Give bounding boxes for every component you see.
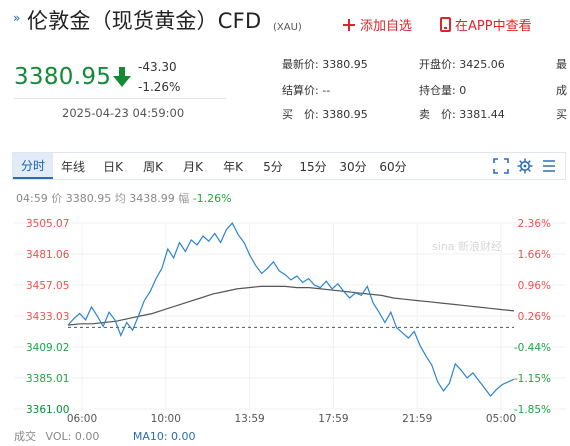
- tab-year-line[interactable]: 年线: [60, 159, 85, 174]
- y-tick-left: 3385.01: [26, 373, 69, 385]
- tab-monthly-k[interactable]: 月K: [183, 159, 203, 174]
- x-tick-label: 21:59: [402, 413, 432, 425]
- latest-price-field: 最新价: 3380.95: [282, 56, 368, 72]
- price-change-percent: -1.26%: [138, 80, 181, 94]
- plus-icon: [342, 18, 356, 32]
- add-watchlist-label: 添加自选: [360, 19, 413, 34]
- settings-icon[interactable]: [517, 158, 533, 174]
- open-interest-label: 持仓量:: [419, 84, 456, 97]
- sell-price-value: 3381.44: [459, 108, 505, 121]
- info-avg: 3438.99: [129, 192, 175, 205]
- x-tick-label: 13:59: [234, 413, 264, 425]
- latest-price-value: 3380.95: [322, 58, 368, 71]
- x-tick-label: 06:00: [67, 413, 97, 425]
- buy-price-value: 3380.95: [322, 108, 368, 121]
- y-tick-left: 3409.02: [26, 342, 69, 354]
- open-price-field: 开盘价: 3425.06: [419, 56, 505, 72]
- y-tick-right: 0.96%: [518, 280, 551, 292]
- fullscreen-icon[interactable]: [493, 158, 509, 174]
- cut-field-3: 买: [556, 108, 567, 121]
- current-price: 3380.95: [14, 64, 112, 90]
- y-tick-left: 3361.00: [26, 404, 69, 416]
- quote-datetime: 2025-04-23 04:59:00: [62, 106, 185, 120]
- y-tick-right: -0.44%: [514, 342, 551, 354]
- x-axis-labels: 06:00 10:00 13:59 17:59 21:59 05:00: [67, 413, 516, 425]
- cut-field-1: 最: [556, 58, 567, 71]
- info-time: 04:59: [16, 192, 48, 205]
- volume-bar: 成交 VOL: 0.00 MA10: 0.00: [14, 428, 196, 444]
- chart-grid: [14, 222, 566, 410]
- y-tick-right: 1.66%: [518, 249, 551, 261]
- tab-yearly-k[interactable]: 年K: [223, 159, 243, 174]
- buy-price-field: 买 价: 3380.95: [282, 106, 368, 122]
- info-price: 3380.95: [65, 192, 112, 205]
- tab-60min[interactable]: 60分: [379, 159, 407, 174]
- chart-info-line: 04:59 价 3380.95 均 3438.99 幅 -1.26%: [16, 190, 232, 206]
- y-tick-left: 3505.07: [26, 218, 69, 230]
- settle-price-label: 结算价:: [282, 84, 319, 97]
- y-tick-left: 3481.06: [26, 249, 70, 261]
- down-arrow-icon: [113, 67, 131, 87]
- period-tabs: 分时 年线 日K 周K 月K 年K 5分 15分 30分 60分: [12, 152, 566, 180]
- title-arrows-icon: »: [13, 11, 21, 25]
- info-price-label: 价: [51, 192, 63, 205]
- buy-price-label: 买 价:: [282, 108, 319, 121]
- tab-30min[interactable]: 30分: [339, 159, 367, 174]
- open-price-value: 3425.06: [459, 58, 505, 71]
- latest-price-label: 最新价:: [282, 58, 319, 71]
- info-range: -1.26%: [192, 192, 232, 205]
- divider: [14, 98, 226, 99]
- intraday-chart[interactable]: sina 新浪财经 3505.07 2.36% 3481.06 1.66% 3457.0…: [0, 208, 570, 428]
- y-tick-left: 3457.05: [26, 280, 69, 292]
- sell-price-field: 卖 价: 3381.44: [419, 106, 505, 122]
- price-line: [67, 222, 515, 398]
- view-in-app-button[interactable]: 在APP中查看: [440, 15, 532, 34]
- info-avg-label: 均: [114, 192, 126, 205]
- y-tick-left: 3433.03: [26, 311, 69, 323]
- watermark: sina 新浪财经: [432, 239, 502, 253]
- view-in-app-label: 在APP中查看: [455, 19, 532, 34]
- x-tick-label: 10:00: [151, 413, 181, 425]
- volume-label: 成交: [14, 430, 36, 443]
- settle-price-field: 结算价: --: [282, 82, 330, 98]
- ma10-value: MA10: 0.00: [132, 430, 196, 443]
- cut-field-2: 成: [556, 84, 567, 97]
- y-tick-right: -1.85%: [514, 404, 551, 416]
- chart-tools: [493, 158, 557, 174]
- open-interest-field: 持仓量: 0: [419, 82, 466, 98]
- symbol-code: (XAU): [273, 22, 302, 33]
- price-change: -43.30: [138, 60, 177, 74]
- open-price-label: 开盘价:: [419, 58, 456, 71]
- y-tick-right: -1.15%: [514, 373, 551, 385]
- chart-menu-icon[interactable]: [541, 158, 557, 174]
- tab-weekly-k[interactable]: 周K: [143, 159, 163, 174]
- average-price-line: [67, 285, 515, 326]
- y-tick-right: 0.26%: [518, 311, 551, 323]
- x-tick-label: 05:00: [486, 413, 516, 425]
- open-interest-value: 0: [459, 84, 467, 97]
- sell-price-label: 卖 价:: [419, 108, 456, 121]
- tab-daily-k[interactable]: 日K: [103, 159, 123, 174]
- x-tick-label: 17:59: [318, 413, 348, 425]
- phone-icon: [440, 17, 451, 32]
- info-range-label: 幅: [178, 192, 190, 205]
- volume-value: VOL: 0.00: [45, 430, 100, 443]
- page-title: 伦敦金（现货黄金）CFD: [27, 9, 262, 33]
- y-tick-right: 2.36%: [518, 218, 551, 230]
- tab-5min[interactable]: 5分: [263, 159, 283, 174]
- tab-15min[interactable]: 15分: [299, 159, 327, 174]
- y-axis-labels: 3505.07 2.36% 3481.06 1.66% 3457.05 0.96% 3433…: [26, 218, 551, 416]
- add-watchlist-button[interactable]: 添加自选: [342, 15, 412, 34]
- tab-intraday[interactable]: 分时: [13, 153, 53, 179]
- settle-price-value: --: [322, 84, 331, 97]
